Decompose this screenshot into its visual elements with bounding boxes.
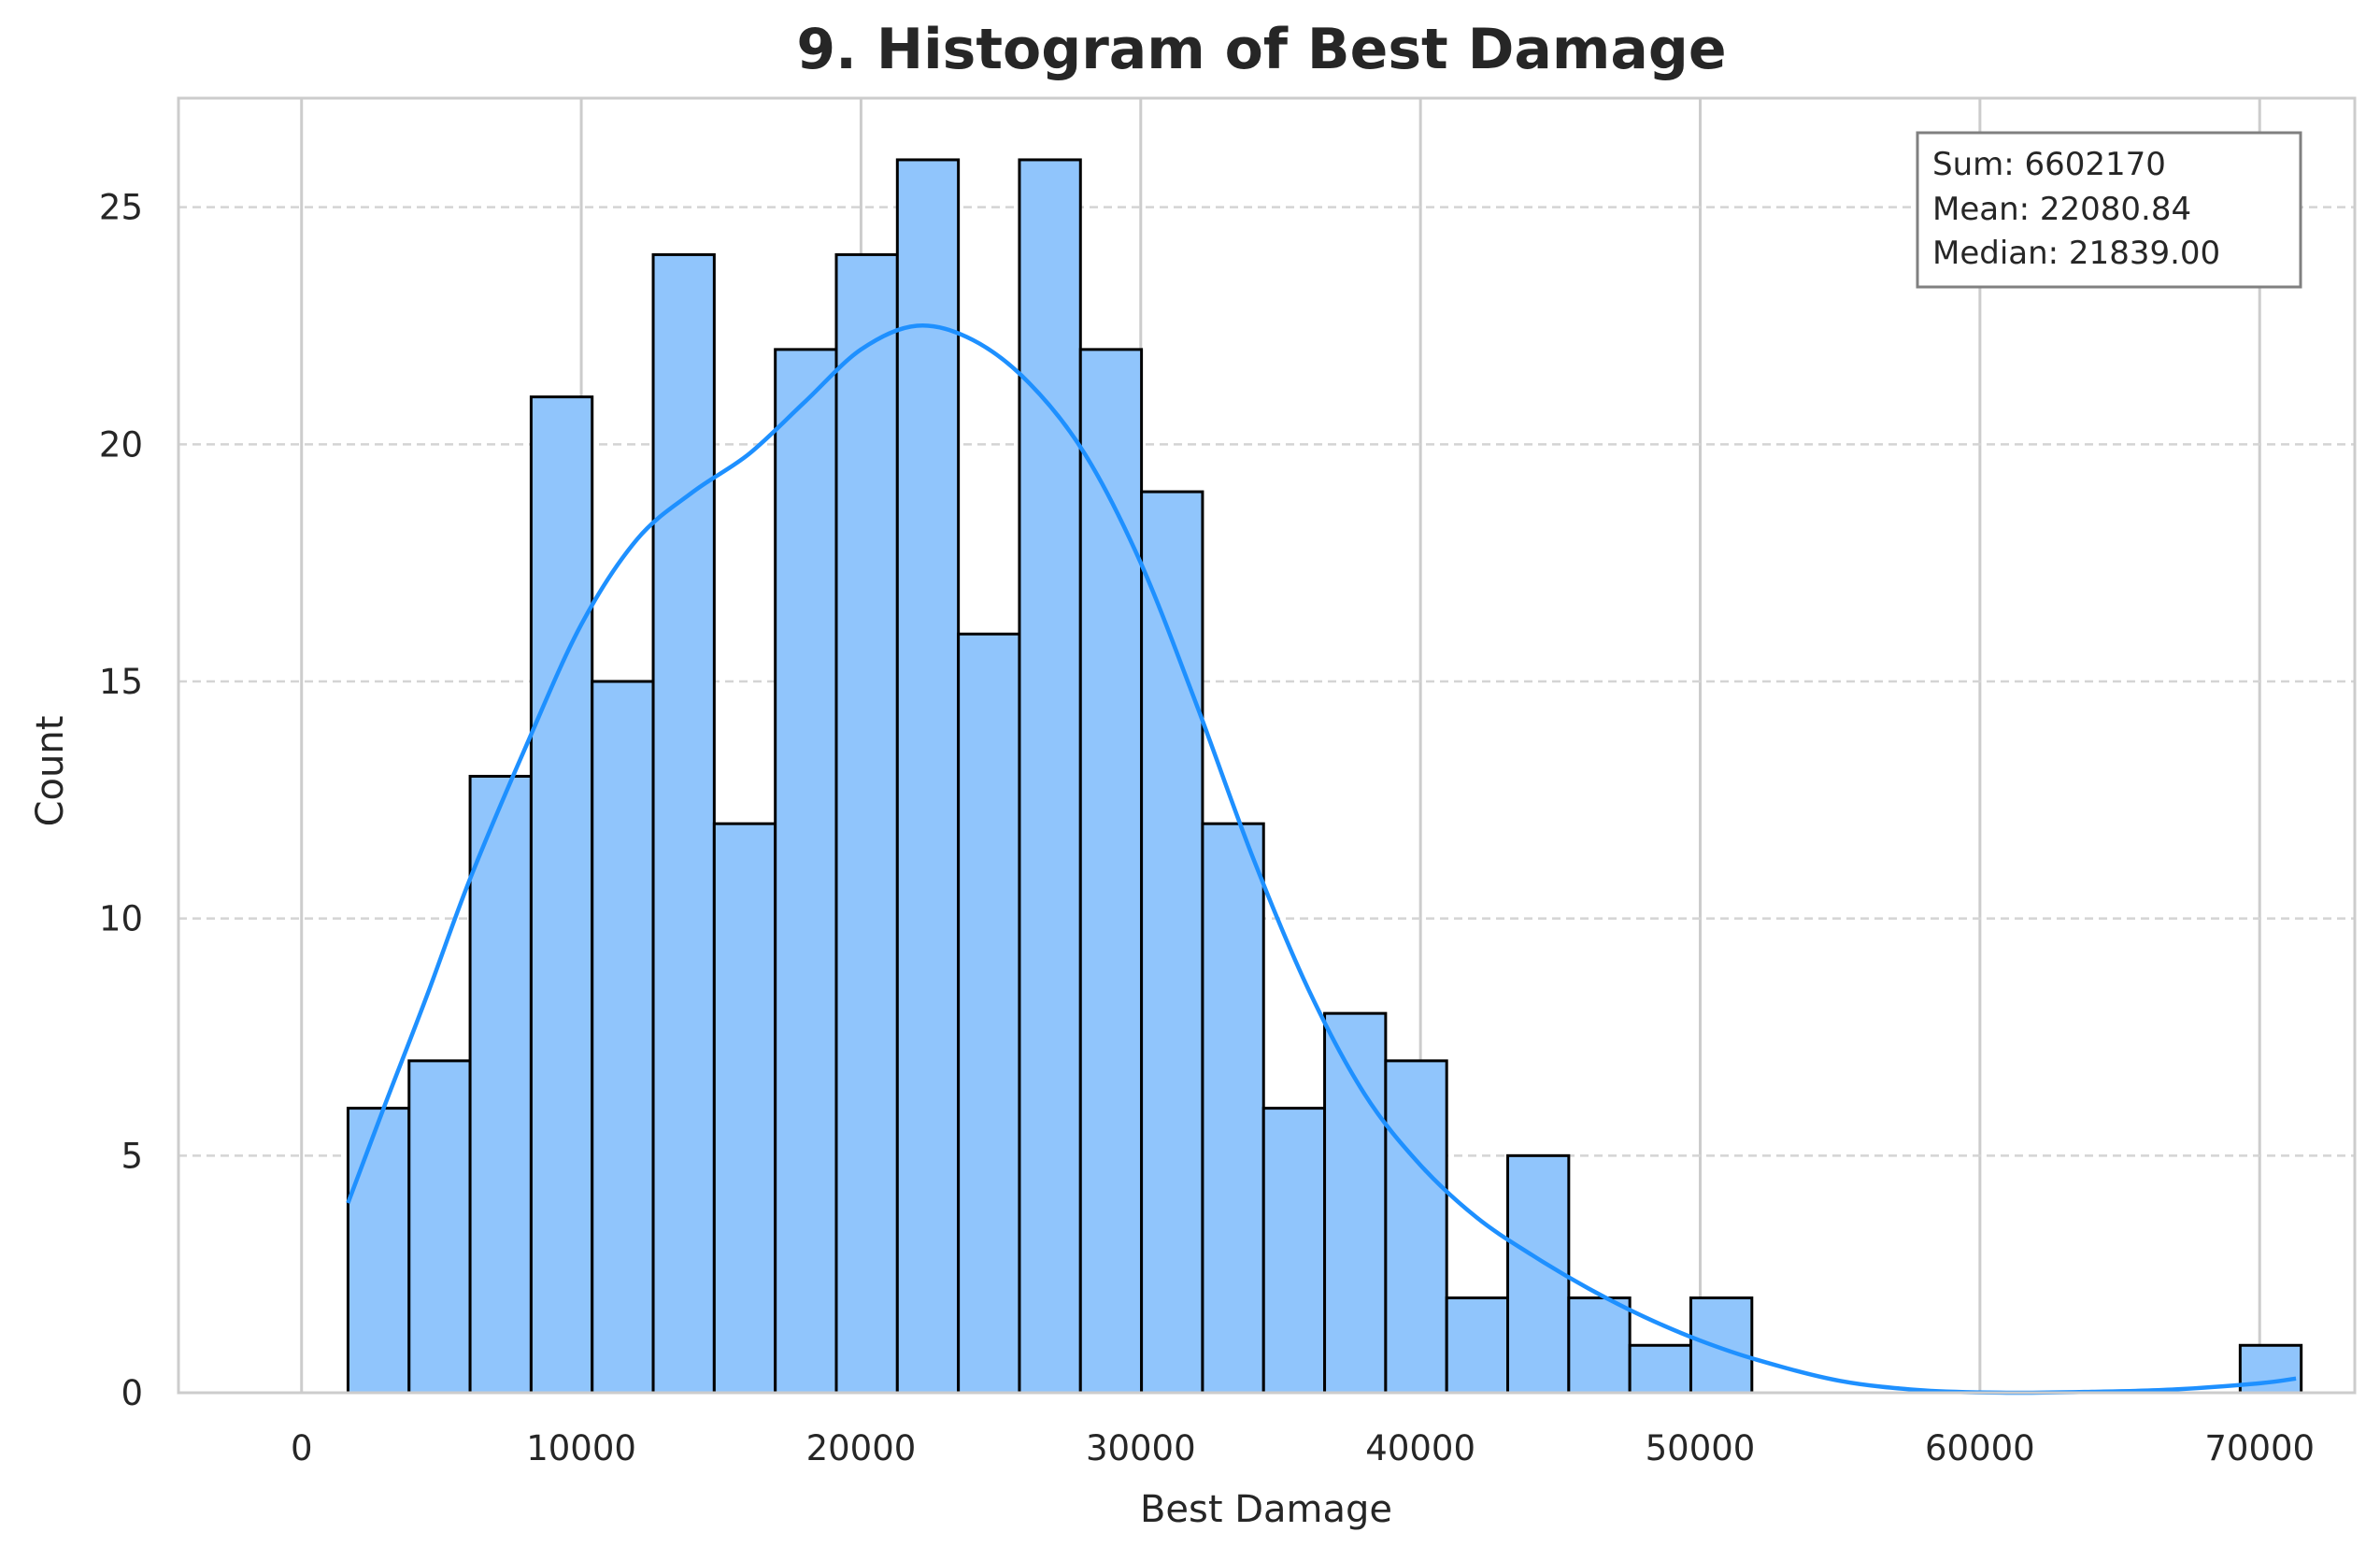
histogram-bar — [1140, 490, 1204, 1395]
x-tick-label: 20000 — [806, 1428, 917, 1468]
chart-title: 9. Histogram of Best Damage — [796, 17, 1726, 82]
y-axis-label: Count — [29, 716, 72, 827]
histogram-bar — [591, 680, 655, 1395]
stats-sum: Sum: 6602170 — [1932, 146, 2166, 183]
y-tick-labels: 0 5 10 15 20 25 — [99, 188, 143, 1413]
kde-line — [346, 323, 2297, 1396]
histogram-bar — [1567, 1296, 1632, 1395]
histogram-bar — [834, 252, 899, 1395]
histogram-bar — [651, 252, 716, 1395]
histogram-bar — [712, 822, 777, 1395]
y-tick-label: 15 — [99, 662, 143, 702]
stats-box: Sum: 6602170 Mean: 22080.84 Median: 2183… — [1916, 131, 2302, 289]
y-tick-label: 0 — [121, 1373, 143, 1413]
stats-median: Median: 21839.00 — [1932, 235, 2220, 272]
histogram-bar — [346, 1107, 411, 1395]
histogram-bar — [1445, 1296, 1510, 1395]
x-tick-label: 60000 — [1925, 1428, 2035, 1468]
histogram-bar — [1628, 1343, 1692, 1395]
x-tick-labels: 0 10000 20000 30000 40000 50000 60000 70000 — [291, 1428, 2315, 1468]
stats-box-frame — [1916, 131, 2302, 289]
plot-frame — [177, 96, 2357, 1395]
x-tick-label: 0 — [291, 1428, 313, 1468]
y-tick-label: 20 — [99, 424, 143, 465]
histogram-bar — [1689, 1296, 1754, 1395]
y-tick-label: 25 — [99, 188, 143, 228]
histogram-bar — [895, 158, 961, 1395]
histogram-bar — [1323, 1011, 1388, 1395]
histogram-bar — [1261, 1107, 1327, 1395]
x-tick-label: 50000 — [1646, 1428, 1756, 1468]
histogram-bar — [1384, 1059, 1448, 1395]
y-tick-label: 5 — [121, 1136, 143, 1176]
x-tick-label: 40000 — [1365, 1428, 1475, 1468]
stats-mean: Mean: 22080.84 — [1932, 191, 2191, 228]
y-tick-label: 10 — [99, 899, 143, 939]
histogram-bar — [774, 348, 838, 1395]
x-tick-label: 30000 — [1086, 1428, 1196, 1468]
x-tick-label: 10000 — [526, 1428, 636, 1468]
x-tick-label: 70000 — [2204, 1428, 2315, 1468]
histogram-bar — [957, 632, 1021, 1395]
histogram-bar — [529, 395, 594, 1395]
histogram-bar — [1201, 822, 1265, 1395]
x-axis-label: Best Damage — [1140, 1488, 1392, 1531]
histogram-bar — [407, 1059, 472, 1395]
histogram-bar — [1078, 348, 1144, 1395]
kde-curve-group — [346, 323, 2297, 1396]
histogram-bar — [1506, 1153, 1571, 1395]
histogram-bar — [468, 774, 533, 1395]
histogram-bar — [1018, 158, 1082, 1395]
